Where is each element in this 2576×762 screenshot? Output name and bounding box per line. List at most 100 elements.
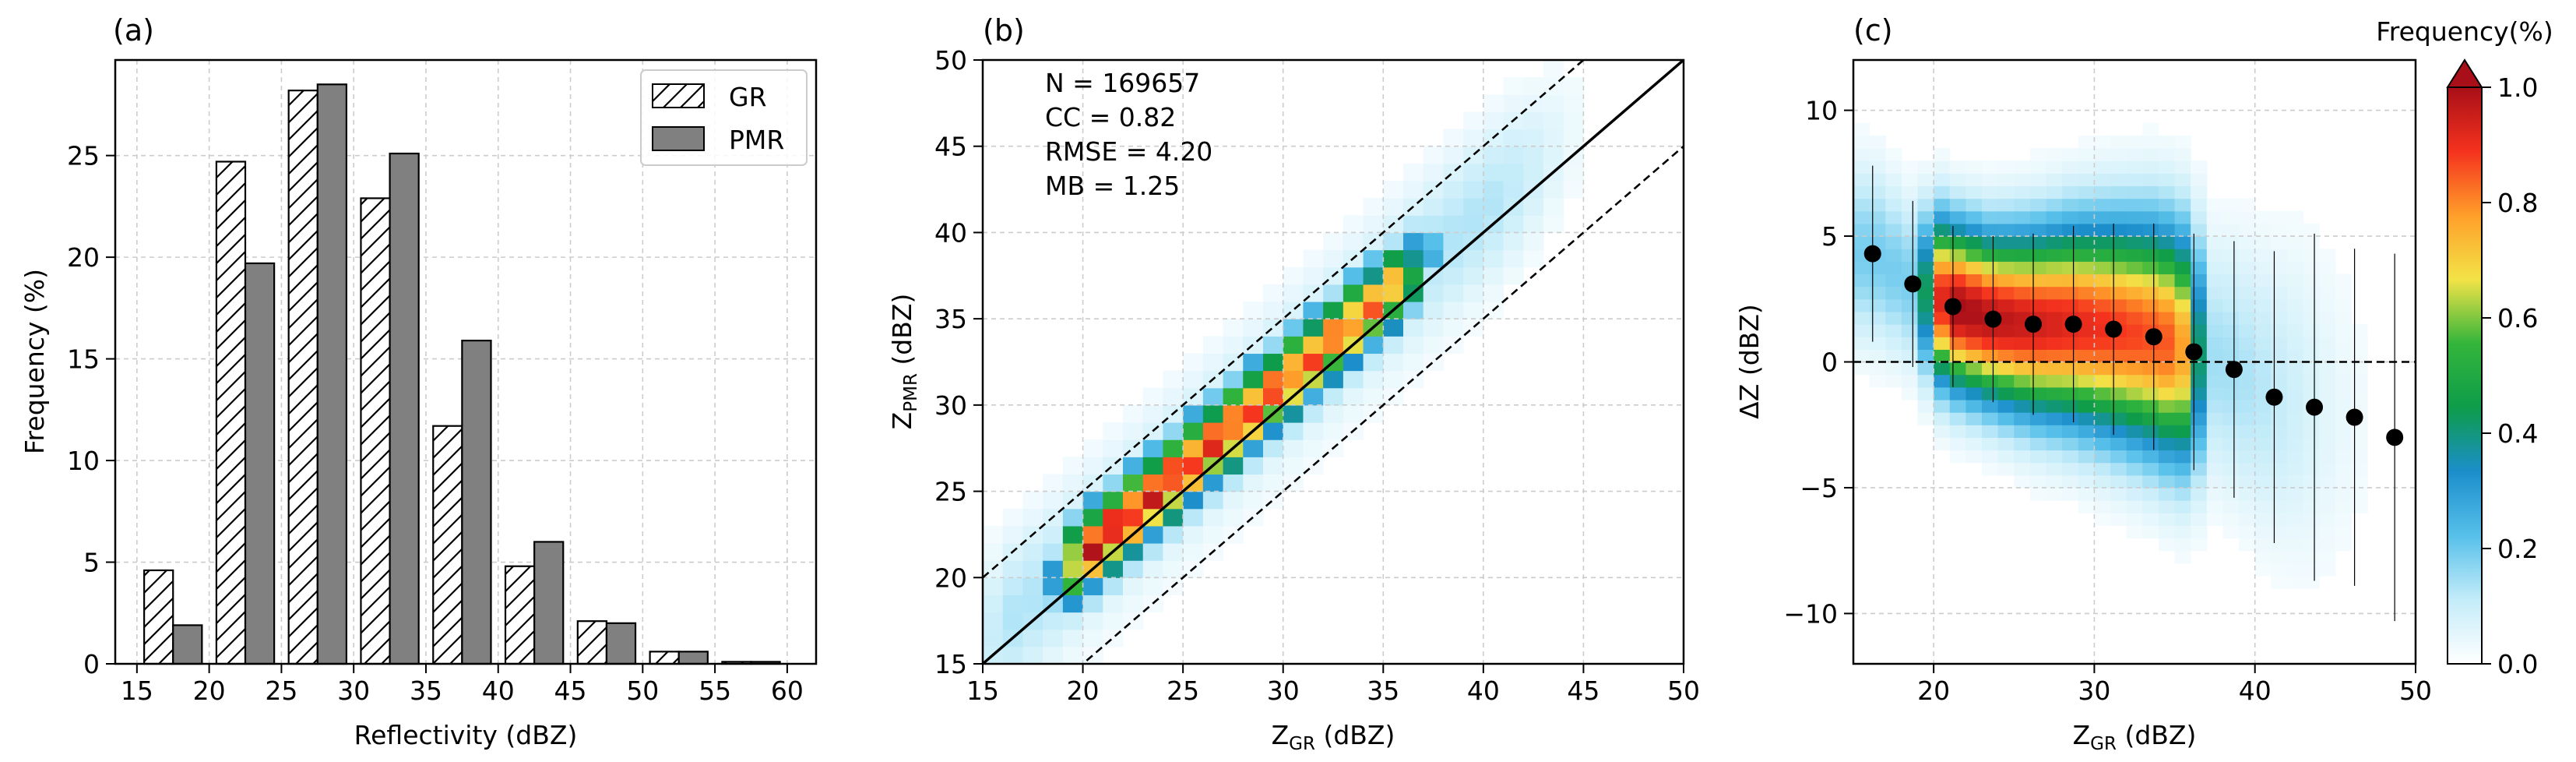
heatmap-cell (1503, 215, 1524, 234)
bar-pmr (533, 541, 565, 665)
heatmap-cell (2303, 487, 2320, 501)
heatmap-cell (2303, 324, 2320, 337)
heatmap-cell (1403, 215, 1424, 234)
heatmap-cell (1343, 370, 1364, 389)
heatmap-cell (1202, 491, 1224, 510)
heatmap-cell (2078, 450, 2096, 464)
heatmap-cell (2319, 374, 2336, 388)
heatmap-cell (2110, 399, 2127, 413)
heatmap-cell (1183, 439, 1204, 457)
panel-b-ylabel: ZPMR (dBZ) (887, 294, 921, 430)
y-tick-label: 20 (67, 242, 100, 273)
heatmap-cell (1403, 249, 1424, 268)
heatmap-cell (2110, 198, 2127, 212)
heatmap-cell (2046, 261, 2063, 275)
heatmap-cell (1323, 387, 1344, 406)
x-tick-label: 55 (699, 676, 731, 706)
heatmap-cell (2062, 337, 2079, 350)
heatmap-cell (1965, 399, 1983, 413)
heatmap-cell (1965, 412, 1983, 425)
x-tick-label: 20 (193, 676, 226, 706)
heatmap-cell (2303, 362, 2320, 376)
heatmap-cell (2062, 425, 2079, 438)
heatmap-cell (2222, 324, 2240, 337)
heatmap-cell (2029, 412, 2047, 425)
heatmap-cell (2222, 236, 2240, 249)
heatmap-cell (2254, 500, 2272, 513)
heatmap-cell (1483, 111, 1504, 130)
heatmap-cell (1062, 560, 1084, 578)
heatmap-cell (2158, 500, 2176, 513)
bar-gr (576, 620, 608, 665)
heatmap-cell (2303, 525, 2320, 539)
heatmap-cell (1343, 387, 1364, 406)
heatmap-cell (1263, 422, 1284, 440)
reference-line (983, 60, 1585, 579)
heatmap-cell (2062, 286, 2079, 300)
heatmap-cell (2271, 437, 2288, 451)
heatmap-cell (2158, 386, 2176, 400)
heatmap-cell (2126, 236, 2143, 249)
heatmap-cell (2110, 349, 2127, 363)
heatmap-cell (2142, 462, 2159, 476)
heatmap-cell (2110, 135, 2127, 149)
heatmap-cell (2319, 538, 2336, 552)
heatmap-cell (2254, 474, 2272, 489)
heatmap-cell (2271, 236, 2288, 249)
heatmap-cell (1917, 223, 1934, 237)
heatmap-cell (1965, 362, 1983, 376)
heatmap-cell (2158, 148, 2176, 161)
stat-cc: CC = 0.82 (1045, 102, 1176, 132)
y-tick-label: 0 (83, 649, 100, 679)
heatmap-cell (1043, 543, 1064, 561)
x-tick-label: 35 (410, 676, 442, 706)
heatmap-cell (2191, 450, 2208, 464)
heatmap-cell (2126, 273, 2143, 288)
heatmap-cell (2303, 513, 2320, 526)
heatmap-cell (1869, 185, 1886, 199)
heatmap-cell (2142, 261, 2159, 275)
heatmap-cell (2191, 236, 2208, 249)
heatmap-cell (1934, 324, 1951, 337)
heatmap-cell (1965, 161, 1983, 174)
heatmap-cell (2206, 311, 2224, 325)
heatmap-cell (1202, 422, 1224, 440)
colorbar-ticks: 0.0 0.2 0.4 0.6 0.8 1.0 (2482, 72, 2538, 679)
heatmap-cell (1853, 273, 1870, 288)
heatmap-cell (2110, 513, 2127, 526)
heatmap-cell (1563, 94, 1585, 113)
heatmap-cell (2222, 462, 2240, 476)
heatmap-cell (2303, 261, 2320, 275)
heatmap-cell (1523, 77, 1544, 95)
heatmap-cell (1043, 491, 1064, 510)
heatmap-cell (1885, 298, 1902, 312)
heatmap-cell (2319, 525, 2336, 539)
heatmap-cell (2303, 462, 2320, 476)
heatmap-cell (1223, 370, 1244, 389)
heatmap-cell (1934, 311, 1951, 325)
heatmap-cell (1869, 362, 1886, 376)
heatmap-cell (2174, 286, 2191, 300)
heatmap-cell (2239, 500, 2256, 513)
heatmap-cell (1934, 286, 1951, 300)
heatmap-cell (2046, 487, 2063, 501)
heatmap-cell (2206, 399, 2224, 413)
heatmap-cell (1885, 185, 1902, 199)
panel-b-ticks: 15 20 25 30 35 40 45 50 15 20 25 30 35 40 45 50 (934, 45, 1700, 706)
heatmap-cell (2254, 273, 2272, 288)
heatmap-cell (2078, 412, 2096, 425)
heatmap-cell (2046, 349, 2063, 363)
heatmap-cell (1343, 284, 1364, 302)
heatmap-cell (1982, 425, 1999, 438)
heatmap-cell (2062, 210, 2079, 224)
heatmap-cell (1901, 210, 1919, 224)
heatmap-cell (1563, 163, 1585, 182)
heatmap-cell (2158, 210, 2176, 224)
heatmap-cell (1363, 284, 1384, 302)
heatmap-cell (2110, 223, 2127, 237)
heatmap-cell (1869, 161, 1886, 174)
heatmap-cell (1183, 457, 1204, 475)
heatmap-cell (2319, 261, 2336, 275)
heatmap-cell (2222, 437, 2240, 451)
heatmap-cell (1343, 215, 1364, 234)
